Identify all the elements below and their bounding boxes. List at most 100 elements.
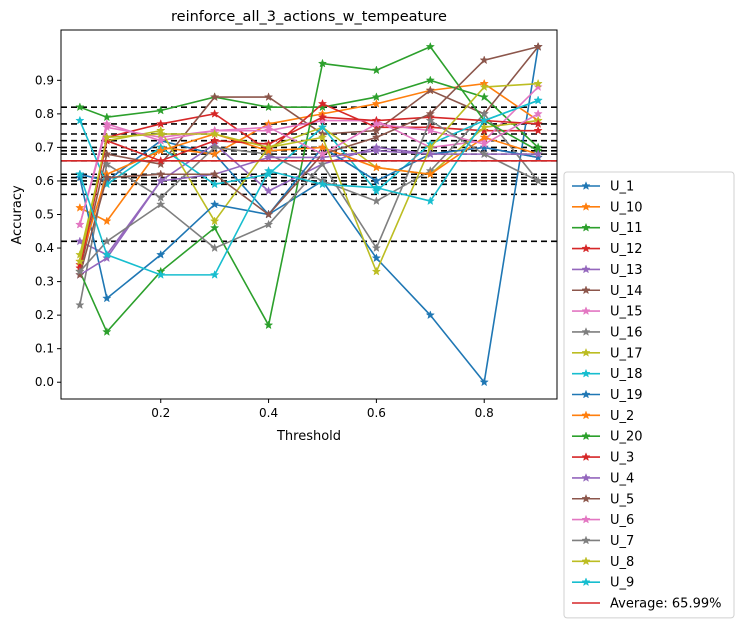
series-U_8 xyxy=(75,78,543,276)
legend-label: U_5 xyxy=(610,492,634,507)
data-point-star xyxy=(75,219,85,229)
series-line xyxy=(79,82,539,274)
data-point-star xyxy=(479,92,489,102)
data-point-star xyxy=(371,92,382,102)
legend-entry: U_20 xyxy=(572,430,643,445)
data-point-star xyxy=(209,129,220,138)
data-point-star xyxy=(102,216,112,226)
data-point-star xyxy=(371,98,382,108)
data-point-star xyxy=(156,176,166,185)
legend-label: U_12 xyxy=(610,242,643,257)
legend-label: U_7 xyxy=(610,534,634,549)
legend-entry: U_9 xyxy=(572,576,634,591)
data-point-star xyxy=(156,269,166,279)
data-point-star xyxy=(102,132,112,142)
data-point-star xyxy=(102,293,112,303)
series-line xyxy=(79,45,539,276)
data-point-star xyxy=(425,75,435,85)
y-tick-label: 0.1 xyxy=(35,342,54,356)
x-tick-label: 0.8 xyxy=(475,406,494,420)
legend-star-marker xyxy=(581,327,591,336)
data-point-star xyxy=(425,115,435,125)
series-line xyxy=(79,102,539,265)
legend-label: U_11 xyxy=(610,221,643,236)
legend-entry: U_19 xyxy=(572,388,643,403)
legend-entry: U_17 xyxy=(572,346,643,361)
data-point-star xyxy=(263,209,274,219)
data-point-star xyxy=(533,149,543,159)
data-point-star xyxy=(209,108,220,118)
data-point-star xyxy=(156,192,166,202)
data-point-star xyxy=(425,85,435,95)
data-point-star xyxy=(425,196,435,206)
legend-label: U_19 xyxy=(610,388,643,403)
data-point-star xyxy=(371,253,382,263)
data-point-star xyxy=(371,186,382,195)
legend-entry: U_4 xyxy=(572,471,634,486)
series-line xyxy=(79,46,539,272)
data-point-star xyxy=(102,236,112,246)
data-point-star xyxy=(371,132,382,142)
data-point-star xyxy=(533,41,543,51)
legend-star-marker xyxy=(581,493,591,503)
data-point-star xyxy=(102,159,112,169)
data-point-star xyxy=(317,132,328,142)
legend-entry: Average: 65.99% xyxy=(572,597,721,612)
data-point-star xyxy=(209,142,220,152)
series-line xyxy=(79,99,539,193)
data-point-star xyxy=(75,102,85,112)
data-point-star xyxy=(209,216,220,226)
legend-label: U_4 xyxy=(610,471,634,486)
legend-star-marker xyxy=(581,452,591,462)
legend-entry: U_10 xyxy=(572,200,643,215)
legend-star-marker xyxy=(581,577,591,587)
series-line xyxy=(79,149,539,276)
data-point-star xyxy=(263,165,274,175)
data-point-star xyxy=(533,125,543,135)
data-point-star xyxy=(533,152,543,162)
data-point-star xyxy=(317,58,328,68)
data-point-star xyxy=(371,196,382,206)
y-axis-title: Accuracy xyxy=(10,185,25,245)
data-point-star xyxy=(75,256,85,266)
legend-star-marker xyxy=(581,514,591,524)
data-point-star xyxy=(533,176,543,185)
data-point-star xyxy=(371,182,382,192)
series-U_7 xyxy=(75,115,543,276)
y-tick-label: 0.9 xyxy=(35,73,54,87)
data-point-star xyxy=(533,82,543,92)
legend-label: U_13 xyxy=(610,263,643,278)
data-point-star xyxy=(75,169,85,179)
legend-label: U_16 xyxy=(610,325,643,340)
data-point-star xyxy=(317,152,328,162)
legend-entry: U_13 xyxy=(572,263,643,278)
data-point-star xyxy=(263,320,274,330)
data-point-star xyxy=(209,169,220,179)
legend-star-marker xyxy=(581,368,591,378)
data-point-star xyxy=(425,142,435,152)
data-point-star xyxy=(317,98,328,108)
data-point-star xyxy=(371,243,382,253)
data-point-star xyxy=(156,119,166,128)
legend-star-marker xyxy=(581,285,591,295)
data-point-star xyxy=(263,219,274,229)
legend-label: Average: 65.99% xyxy=(610,597,721,612)
legend-star-marker xyxy=(581,472,591,482)
legend-star-marker xyxy=(581,243,591,253)
data-point-star xyxy=(479,132,489,142)
legend-entry: U_14 xyxy=(572,284,643,299)
legend-label: U_2 xyxy=(610,409,634,424)
series-line xyxy=(79,146,539,300)
y-tick-label: 0.0 xyxy=(35,375,54,389)
x-tick-label: 0.6 xyxy=(367,406,386,420)
data-point-star xyxy=(75,115,85,125)
data-point-star xyxy=(209,135,220,145)
data-point-star xyxy=(317,179,328,189)
data-point-star xyxy=(263,102,274,112)
data-point-star xyxy=(102,112,112,122)
data-point-star xyxy=(371,65,382,75)
legend-star-marker xyxy=(581,347,591,357)
legend-entry: U_11 xyxy=(572,221,643,236)
data-point-star xyxy=(479,82,489,92)
series-line xyxy=(79,133,539,262)
